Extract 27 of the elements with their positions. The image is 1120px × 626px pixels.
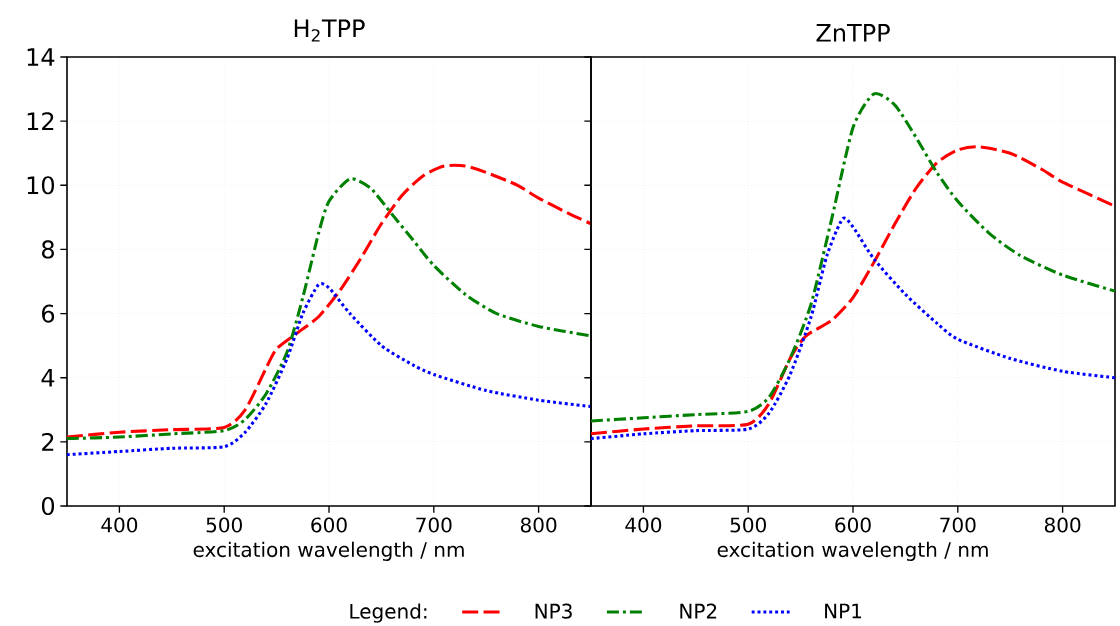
x-tick-label: 700 [940,517,976,533]
chart-title: ZnTPP [816,24,890,42]
x-tick-label: 400 [101,517,138,533]
x-tick-label: 700 [416,517,452,533]
chart-title: H$_{2}$TPP [294,19,365,42]
x-axis-title: excitation wavelength / nm [717,541,988,562]
y-tick-label: 0 [41,496,55,516]
legend-label: NP1 [825,603,862,619]
y-tick-label: 2 [42,432,54,451]
y-tick-label: 14 [27,48,55,66]
legend-label: NP3 [535,603,572,619]
y-tick-label: 10 [27,176,55,195]
x-tick-label: 500 [206,517,242,533]
legend-title: Legend: [350,603,427,623]
y-tick-label: 6 [42,304,55,323]
x-tick-label: 600 [835,517,871,533]
x-tick-label: 800 [1044,517,1081,533]
x-axis-title: excitation wavelength / nm [193,541,464,562]
x-tick-label: 500 [730,517,766,533]
y-tick-label: 8 [41,240,54,259]
x-tick-label: 800 [520,517,557,533]
y-tick-label: 12 [27,112,54,131]
x-tick-label: 400 [625,517,662,533]
legend-label: NP2 [680,603,717,619]
y-tick-label: 4 [41,368,55,387]
x-tick-label: 600 [311,517,347,533]
line-series [67,282,592,457]
